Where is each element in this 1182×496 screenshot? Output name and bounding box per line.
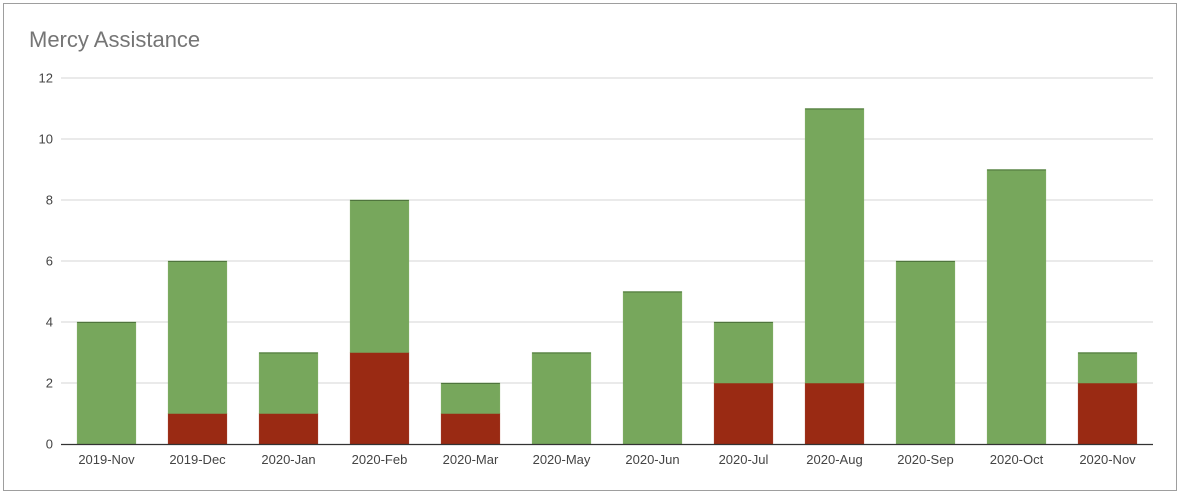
bar-segment	[167, 260, 228, 414]
y-tick-label: 8	[46, 193, 53, 208]
bar-segment	[986, 169, 1047, 445]
y-tick-label: 0	[46, 437, 53, 452]
x-tick-label: 2019-Nov	[78, 452, 135, 467]
bar-segment	[1077, 382, 1138, 445]
bar-segment	[349, 199, 410, 353]
y-tick-label: 12	[39, 71, 53, 86]
bar-segment	[713, 321, 774, 384]
x-tick-label: 2020-Jan	[261, 452, 315, 467]
bar-segment	[167, 413, 228, 445]
bar-segment	[1077, 352, 1138, 384]
x-tick-label: 2020-Oct	[990, 452, 1044, 467]
x-tick-label: 2020-Nov	[1079, 452, 1136, 467]
x-tick-label: 2019-Dec	[169, 452, 226, 467]
bar-segment	[258, 352, 319, 414]
x-tick-label: 2020-Feb	[352, 452, 408, 467]
x-tick-label: 2020-Jun	[625, 452, 679, 467]
bar-segment	[76, 321, 137, 445]
bar-segment	[622, 291, 683, 445]
y-tick-label: 10	[39, 132, 53, 147]
bars	[76, 108, 1138, 445]
y-tick-label: 2	[46, 376, 53, 391]
y-tick-label: 6	[46, 254, 53, 269]
bar-segment	[804, 108, 865, 384]
bar-segment	[349, 352, 410, 445]
bar-segment	[713, 382, 774, 445]
x-tick-label: 2020-Aug	[806, 452, 862, 467]
bar-segment	[895, 260, 956, 445]
axes: 0 2 4 6 8 10 12 2019-Nov 2019-Dec 2020-Jan 2020-Fe…	[39, 71, 1153, 467]
gridlines	[61, 77, 1153, 384]
bar-segment	[440, 413, 501, 445]
x-tick-label: 2020-Mar	[443, 452, 499, 467]
x-tick-label: 2020-May	[533, 452, 591, 467]
x-tick-label: 2020-Sep	[897, 452, 953, 467]
bar-segment	[804, 382, 865, 445]
chart-title: Mercy Assistance	[29, 27, 201, 52]
bar-segment	[258, 413, 319, 445]
y-tick-label: 4	[46, 315, 53, 330]
bar-segment	[440, 382, 501, 414]
x-tick-label: 2020-Jul	[719, 452, 769, 467]
bar-segment	[531, 352, 592, 445]
